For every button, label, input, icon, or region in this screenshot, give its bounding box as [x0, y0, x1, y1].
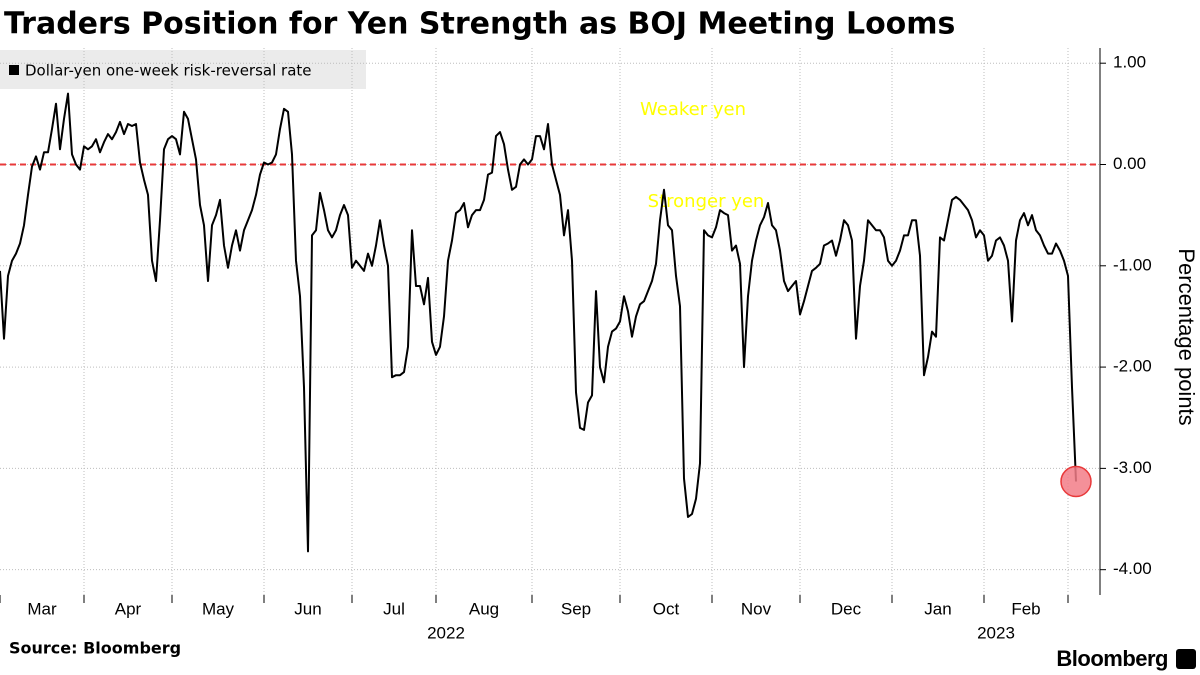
- y-tick-label: -2.00: [1113, 357, 1152, 376]
- chart-title: Traders Position for Yen Strength as BOJ…: [4, 7, 955, 42]
- x-tick-label: Mar: [27, 599, 57, 618]
- annotation: Stronger yen: [648, 191, 765, 212]
- line: [0, 92, 1077, 553]
- brand-icon: [1176, 649, 1196, 669]
- y-tick-label: 0.00: [1113, 154, 1146, 173]
- x-tick-label: Dec: [831, 599, 862, 618]
- year-label: 2023: [977, 623, 1015, 642]
- x-tick-label: Aug: [469, 599, 499, 618]
- x-tick-label: Sep: [561, 599, 591, 618]
- x-tick-label: Oct: [653, 599, 680, 618]
- y-tick-label: -4.00: [1113, 559, 1152, 578]
- legend-swatch: [9, 65, 19, 75]
- x-tick-label: Jun: [294, 599, 321, 618]
- annotation: Weaker yen: [640, 99, 746, 120]
- y-tick-label: -1.00: [1113, 255, 1152, 274]
- year-label: 2022: [427, 623, 465, 642]
- legend-box: [0, 50, 366, 89]
- x-tick-label: Jul: [383, 599, 405, 618]
- x-tick-label: Apr: [115, 599, 142, 618]
- legend-label: Dollar-yen one-week risk-reversal rate: [25, 62, 312, 80]
- x-tick-label: Jan: [924, 599, 951, 618]
- brand: Bloomberg: [1056, 646, 1168, 671]
- x-tick-label: Nov: [741, 599, 772, 618]
- y-tick-label: -3.00: [1113, 458, 1152, 477]
- y-tick-label: 1.00: [1113, 53, 1146, 72]
- source: Source: Bloomberg: [9, 639, 181, 658]
- x-tick-label: Feb: [1011, 599, 1040, 618]
- x-tick-label: May: [202, 599, 235, 618]
- highlight-marker: [1060, 465, 1092, 498]
- y-axis-title: Percentage points: [1174, 248, 1199, 425]
